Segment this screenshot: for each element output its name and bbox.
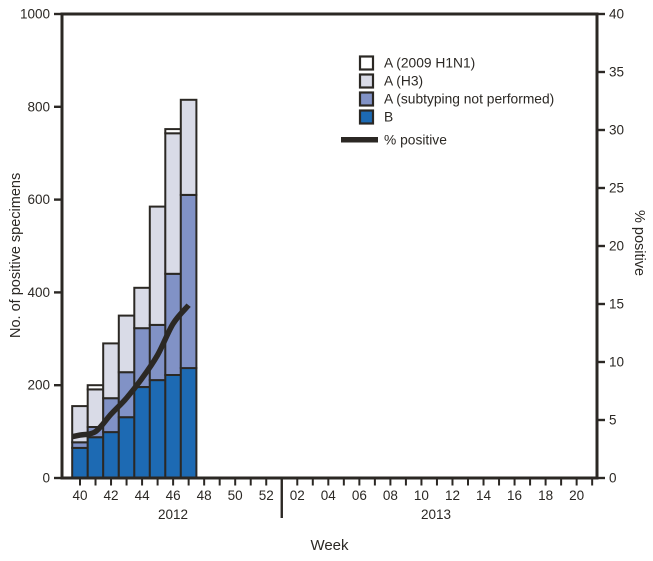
bar-segment-a-h3 — [148, 205, 167, 326]
x-tick-label-week-42: 42 — [104, 488, 119, 503]
bar-segment-b — [179, 367, 198, 479]
y-left-tick-label: 600 — [27, 192, 50, 207]
legend-swatch — [358, 109, 375, 125]
bar-segment-a-h3 — [86, 388, 105, 428]
x-tick-label-week-50: 50 — [228, 488, 243, 503]
bar-segment-a-h3 — [164, 132, 182, 275]
x-tick-label-week-48: 48 — [197, 488, 212, 503]
y-left-tick-label: 400 — [27, 285, 50, 300]
y-axis-right: 0 5 10 15 20 25 30 35 40 — [597, 7, 624, 486]
bars-group — [71, 98, 198, 480]
bar-segment-a-h3 — [179, 98, 198, 196]
bar-week-40 — [71, 405, 89, 479]
legend-swatch — [358, 91, 375, 107]
year-label-2012: 2012 — [157, 507, 189, 522]
y-left-tick-label: 800 — [27, 99, 50, 114]
bar-segment-a-2009-h1n1 — [86, 384, 105, 391]
legend-item-a-subtyping-not-performed: A (subtyping not performed) — [358, 91, 554, 107]
legend: A (2009 H1N1) A (H3) A (subtyping not perf… — [341, 55, 554, 148]
x-tick-label-week-10: 10 — [414, 488, 429, 503]
legend-label: A (2009 H1N1) — [384, 56, 475, 71]
y-right-tick-label: 5 — [609, 413, 617, 428]
bar-segment-a-h3 — [117, 314, 136, 374]
bar-segment-b — [102, 431, 120, 480]
x-tick-label-week-12: 12 — [445, 488, 460, 503]
y-left-tick-label: 1000 — [20, 7, 50, 22]
bar-week-41 — [86, 384, 105, 480]
legend-label: A (H3) — [384, 74, 423, 89]
x-tick-label-week-02: 02 — [290, 488, 305, 503]
x-tick-label-week-20: 20 — [569, 488, 584, 503]
x-tick-label-week-14: 14 — [476, 488, 492, 503]
legend-swatch — [358, 73, 375, 89]
bar-segment-a-h3 — [102, 342, 120, 400]
x-tick-label-week-52: 52 — [259, 488, 274, 503]
bar-segment-b — [148, 379, 167, 480]
bar-segment-a-2009-h1n1 — [164, 128, 182, 135]
legend-item-a-h3: A (H3) — [358, 73, 423, 89]
bar-segment-a-subtyping-not-performed — [179, 194, 198, 370]
bar-segment-b — [86, 436, 105, 480]
y-right-tick-label: 0 — [609, 471, 617, 486]
y-right-tick-label: 35 — [609, 65, 624, 80]
bar-segment-b — [133, 386, 151, 480]
y-right-tick-label: 20 — [609, 239, 624, 254]
y-right-tick-label: 15 — [609, 297, 624, 312]
legend-swatch — [358, 55, 375, 71]
year-label-2013: 2013 — [420, 507, 452, 522]
bar-segment-b — [71, 446, 89, 479]
legend-label: B — [384, 110, 393, 125]
bar-week-47 — [179, 98, 198, 479]
legend-item-a-2009-h1n1: A (2009 H1N1) — [358, 55, 475, 71]
pct-positive-line — [71, 303, 191, 440]
legend-item-pct-positive: % positive — [341, 133, 447, 148]
x-axis-title: Week — [310, 537, 349, 554]
y-right-tick-label: 10 — [609, 355, 624, 370]
y-right-tick-label: 30 — [609, 123, 624, 138]
bar-week-46 — [164, 128, 182, 479]
bar-segment-b — [117, 416, 136, 480]
x-tick-label-week-16: 16 — [507, 488, 522, 503]
legend-label: A (subtyping not performed) — [384, 92, 554, 107]
x-tick-label-week-40: 40 — [72, 488, 87, 503]
x-tick-label-week-06: 06 — [352, 488, 367, 503]
legend-line-swatch — [341, 137, 378, 143]
y-left-tick-label: 200 — [27, 378, 50, 393]
bar-segment-a-h3 — [133, 286, 151, 330]
x-tick-label-week-04: 04 — [321, 488, 337, 503]
x-tick-label-week-46: 46 — [166, 488, 181, 503]
x-tick-label-week-18: 18 — [538, 488, 553, 503]
x-tick-label-week-44: 44 — [135, 488, 151, 503]
legend-item-b: B — [358, 109, 393, 125]
y-axis-title-right: % positive — [631, 210, 647, 277]
y-axis-left: 0 200 400 600 800 1000 — [20, 7, 62, 486]
y-left-tick-label: 0 — [42, 471, 50, 486]
bar-week-42 — [102, 342, 120, 480]
x-axis: 40 42 44 46 48 50 52 02 04 06 08 10 12 14 16 18 20 — [72, 478, 594, 518]
y-right-tick-label: 40 — [609, 7, 624, 22]
legend-label: % positive — [384, 133, 447, 148]
x-tick-label-week-08: 08 — [383, 488, 398, 503]
y-right-tick-label: 25 — [609, 181, 624, 196]
y-axis-title-left: No. of positive specimens — [8, 172, 24, 338]
bar-segment-b — [164, 374, 182, 479]
